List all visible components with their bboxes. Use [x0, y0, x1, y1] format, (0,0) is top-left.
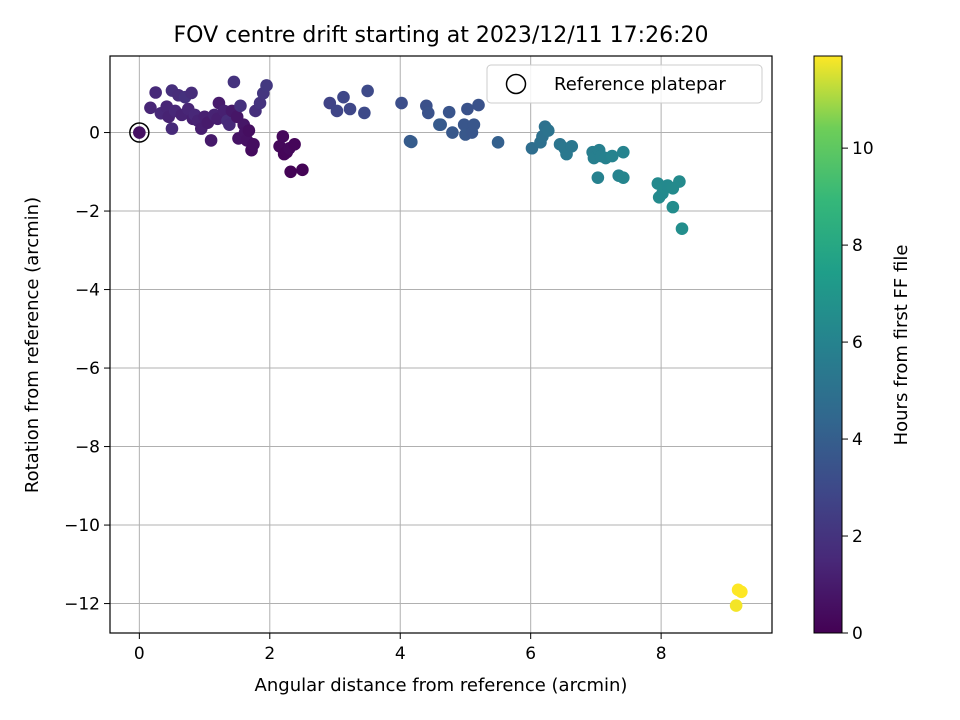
y-tick-label: −4	[75, 281, 100, 301]
chart-title: FOV centre drift starting at 2023/12/11 …	[174, 23, 709, 48]
x-tick-label: 4	[395, 644, 406, 664]
data-point	[253, 96, 267, 110]
data-point	[288, 138, 301, 151]
legend: Reference platepar	[486, 64, 763, 104]
data-point	[605, 149, 619, 163]
data-point	[144, 101, 157, 115]
x-tick-label: 8	[656, 644, 667, 664]
x-tick-label: 0	[134, 644, 145, 664]
data-point	[457, 118, 471, 131]
data-point	[284, 165, 297, 179]
data-point	[185, 86, 198, 100]
data-point	[296, 163, 309, 177]
y-tick-label: −12	[64, 595, 100, 615]
data-point	[434, 118, 447, 131]
points-layer	[133, 75, 748, 612]
colorbar: 0 2 4 6 8 10 Hours from first FF file	[813, 55, 912, 644]
data-point	[395, 96, 408, 110]
colorbar-tick-label: 6	[852, 333, 863, 353]
data-point	[337, 90, 350, 104]
colorbar-gradient	[813, 55, 843, 634]
data-point	[204, 134, 218, 147]
data-point	[149, 86, 162, 99]
colorbar-tick-label: 2	[852, 527, 863, 547]
legend-entry-label: Reference platepar	[554, 74, 726, 95]
colorbar-tick-label: 0	[852, 624, 863, 644]
data-point	[247, 138, 260, 151]
reference-point-marker	[129, 122, 150, 143]
data-point	[591, 171, 605, 184]
x-axis-ticks: 0 2 4 6 8	[134, 633, 667, 664]
colorbar-tick-label: 8	[852, 236, 863, 256]
data-point	[467, 118, 481, 131]
data-point	[227, 75, 241, 89]
data-point	[330, 104, 344, 118]
y-axis-ticks: 0 −2 −4 −6 −8 −10 −12	[64, 124, 110, 615]
data-point	[361, 84, 374, 98]
data-point	[729, 599, 743, 612]
data-point	[491, 136, 505, 149]
data-point	[234, 99, 247, 113]
y-tick-label: −2	[75, 202, 100, 222]
grid	[110, 56, 772, 633]
y-tick-label: 0	[89, 124, 100, 144]
y-axis-label: Rotation from reference (arcmin)	[22, 197, 43, 493]
data-point	[343, 102, 357, 116]
colorbar-ticks: 0 2 4 6 8 10	[842, 139, 874, 644]
data-point	[565, 139, 579, 153]
data-point	[675, 222, 689, 236]
data-point	[442, 105, 456, 119]
data-point	[541, 124, 555, 137]
legend-marker-icon	[505, 73, 527, 95]
data-point	[242, 124, 256, 137]
data-point	[666, 200, 680, 214]
data-point	[133, 126, 146, 139]
data-point	[421, 106, 435, 120]
data-point	[616, 145, 630, 159]
data-point	[358, 106, 371, 120]
y-tick-label: −8	[75, 438, 100, 458]
colorbar-label: Hours from first FF file	[891, 245, 912, 446]
data-point	[446, 126, 459, 139]
data-point	[165, 122, 179, 135]
y-tick-label: −10	[64, 516, 100, 536]
colorbar-tick-label: 4	[852, 430, 863, 450]
data-point	[223, 118, 236, 131]
x-tick-label: 6	[525, 644, 536, 664]
y-tick-label: −6	[75, 359, 100, 379]
data-point	[616, 171, 630, 184]
legend-box	[486, 64, 763, 104]
x-axis-label: Angular distance from reference (arcmin)	[255, 675, 628, 696]
x-tick-label: 2	[264, 644, 275, 664]
data-point	[461, 102, 474, 116]
reference-marker	[129, 122, 150, 143]
data-point	[673, 175, 686, 188]
plot-frame	[109, 55, 773, 634]
colorbar-tick-label: 10	[852, 139, 874, 159]
data-point	[260, 79, 273, 92]
data-point	[472, 98, 485, 112]
data-point	[735, 585, 748, 599]
data-point	[276, 130, 290, 143]
data-point	[405, 135, 418, 149]
